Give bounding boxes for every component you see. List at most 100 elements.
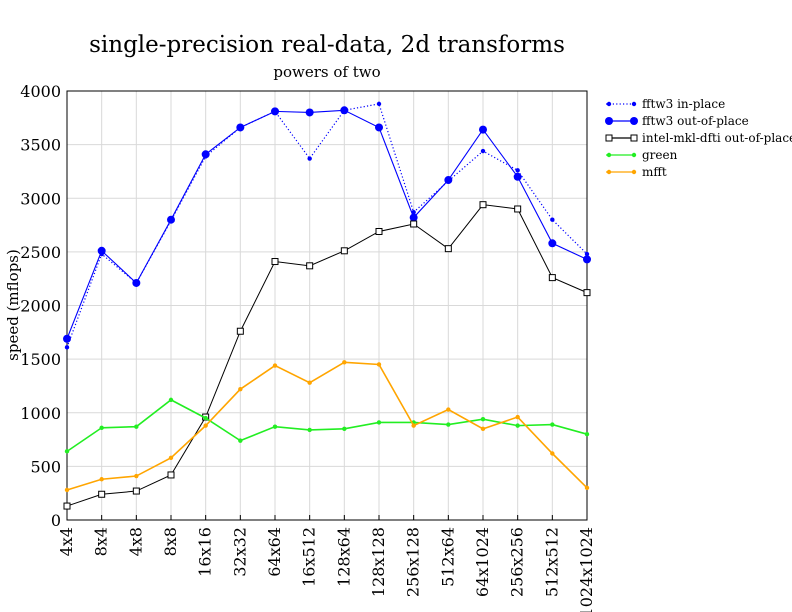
legend-label: fftw3 out-of-place	[642, 114, 749, 128]
data-point	[479, 125, 487, 134]
legend-label: fftw3 in-place	[642, 97, 725, 111]
x-tick-label: 8x8	[161, 527, 180, 556]
data-point	[583, 289, 591, 297]
data-point	[584, 485, 590, 491]
data-point	[134, 424, 139, 429]
x-tick-label: 8x4	[92, 527, 111, 556]
data-point	[480, 426, 486, 432]
data-point	[550, 217, 555, 222]
data-point	[271, 258, 279, 266]
data-point	[479, 201, 487, 209]
data-point	[307, 156, 312, 161]
y-tick-label: 1500	[20, 350, 61, 369]
series-line	[66, 361, 588, 491]
data-point	[376, 362, 382, 367]
data-point	[134, 473, 139, 479]
data-point	[514, 205, 522, 213]
data-point	[630, 117, 638, 125]
data-point	[168, 455, 174, 460]
data-point	[409, 213, 418, 222]
data-point	[605, 134, 613, 142]
data-point	[376, 420, 382, 425]
data-point	[203, 415, 208, 421]
data-point	[64, 449, 70, 454]
x-tick-label: 16x16	[196, 527, 215, 577]
y-tick-label: 2500	[20, 243, 61, 262]
x-tick-label: 256x256	[508, 527, 527, 597]
data-point	[168, 397, 174, 403]
series-mfft	[64, 360, 590, 493]
y-tick-label: 3500	[20, 136, 61, 155]
y-axis-label: speed (mflops)	[4, 249, 22, 361]
data-point	[584, 251, 590, 257]
data-point	[606, 169, 612, 175]
data-point	[548, 239, 557, 248]
data-point	[583, 255, 591, 264]
data-point	[306, 262, 314, 270]
data-point	[342, 426, 347, 432]
legend-entry: intel-mkl-dfti out-of-place	[605, 131, 792, 145]
data-point	[631, 101, 637, 107]
data-point	[375, 123, 383, 132]
legend-label: intel-mkl-dfti out-of-place	[642, 131, 792, 145]
data-point	[606, 101, 612, 107]
y-tick-label: 2000	[20, 297, 61, 316]
axes: 0 500 1000 1500 2000 2500 3000 3500 4000 4x4 8x4 4x…	[20, 82, 596, 612]
data-point	[97, 246, 106, 255]
x-tick-label: 128x128	[369, 527, 388, 597]
x-tick-label: 1024x1024	[577, 527, 596, 612]
data-point	[548, 274, 556, 282]
data-point	[167, 471, 175, 479]
data-point	[376, 101, 382, 107]
data-point	[201, 150, 210, 159]
legend-entry: fftw3 in-place	[606, 97, 725, 111]
chart-title: single-precision real-data, 2d transform…	[89, 32, 565, 58]
data-point	[340, 106, 349, 115]
data-point	[631, 169, 637, 175]
legend-label: green	[642, 148, 678, 162]
data-point	[631, 152, 637, 158]
data-point	[480, 416, 486, 422]
data-point	[515, 414, 520, 420]
data-point	[63, 502, 71, 510]
data-point	[411, 423, 416, 428]
chart-subtitle: powers of two	[273, 63, 380, 81]
data-point	[203, 423, 208, 428]
data-point	[446, 407, 451, 412]
data-point	[375, 227, 383, 235]
x-tick-label: 32x32	[230, 527, 249, 577]
series-line	[66, 109, 588, 339]
x-tick-label: 4x4	[57, 527, 76, 556]
data-point	[64, 345, 70, 350]
data-point	[63, 334, 71, 343]
series-intel-mkl-dfti-out-of-place	[63, 201, 591, 510]
data-point	[64, 487, 70, 493]
legend-entry: green	[606, 148, 678, 162]
data-point	[340, 247, 348, 255]
x-tick-label: 64x1024	[473, 527, 492, 597]
data-point	[99, 477, 104, 482]
data-point	[132, 487, 140, 495]
data-point	[606, 152, 612, 158]
data-point	[480, 148, 486, 154]
data-point	[272, 424, 278, 429]
data-point	[132, 278, 141, 287]
x-tick-label: 512x64	[438, 527, 457, 587]
data-point	[236, 327, 244, 335]
legend-entry: fftw3 out-of-place	[605, 114, 749, 128]
x-tick-label: 64x64	[265, 527, 284, 577]
x-tick-label: 256x128	[404, 527, 423, 597]
x-tick-label: 16x512	[300, 527, 319, 587]
data-point	[410, 220, 418, 228]
data-point	[513, 172, 522, 181]
data-point	[271, 107, 279, 116]
y-tick-label: 0	[51, 511, 61, 530]
x-tick-label: 128x64	[334, 527, 353, 587]
x-tick-label: 4x8	[126, 527, 145, 556]
data-point	[99, 425, 104, 430]
data-point	[307, 427, 312, 433]
data-point	[305, 108, 314, 117]
y-tick-label: 3000	[20, 189, 61, 208]
legend-entry: mfft	[606, 165, 667, 179]
